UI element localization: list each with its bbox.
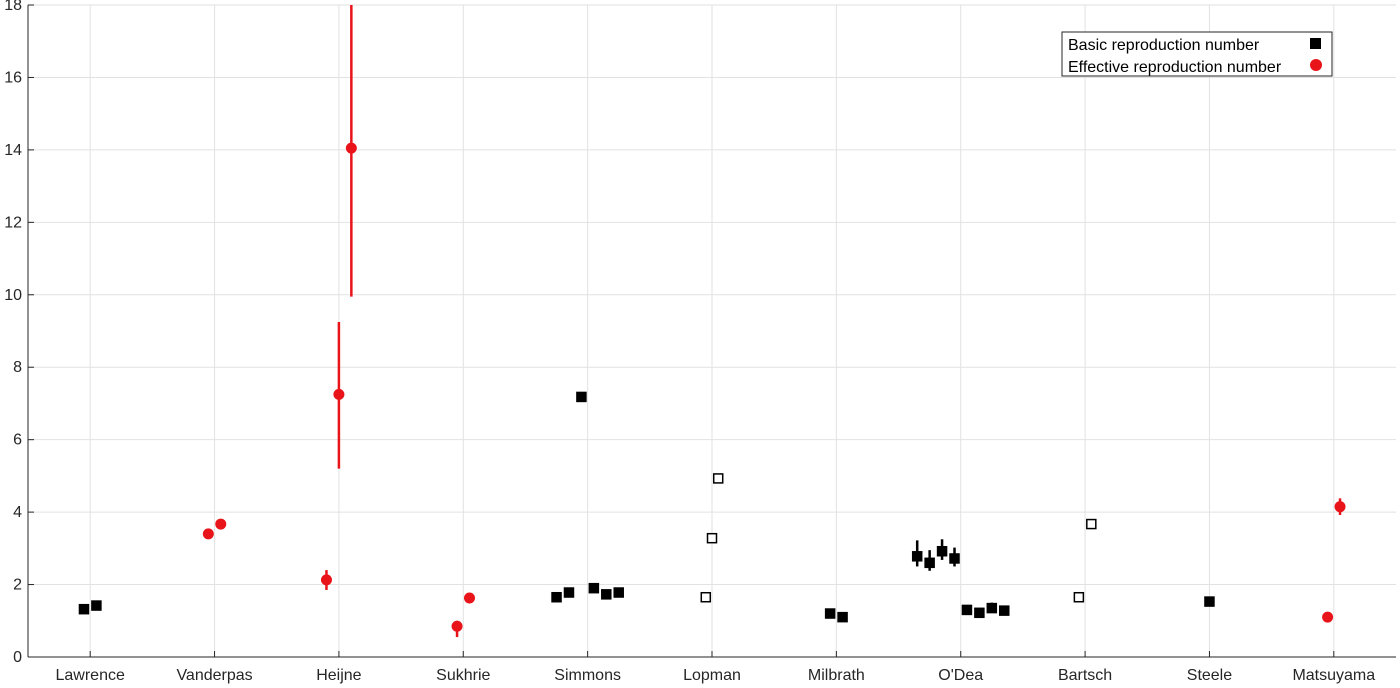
data-point-basic <box>936 545 948 557</box>
y-tick-label: 12 <box>4 214 22 231</box>
data-point-basic <box>78 603 90 615</box>
x-tick-label: Milbrath <box>808 667 865 684</box>
data-point-effective <box>333 388 345 400</box>
data-point-basic <box>999 605 1010 616</box>
y-tick-label: 2 <box>13 577 22 594</box>
x-tick-label: Steele <box>1187 667 1232 684</box>
y-tick-labels: 0 2 4 6 8 10 12 14 16 18 <box>4 0 22 666</box>
x-tick-label: Vanderpas <box>176 667 252 684</box>
data-point-basic <box>911 551 923 562</box>
y-tick-label: 6 <box>13 432 22 449</box>
y-tick-label: 8 <box>13 359 22 376</box>
x-tick-label: Lawrence <box>55 667 124 684</box>
data-point-effective <box>215 518 227 530</box>
legend-marker-square <box>1310 38 1321 49</box>
data-point-basic <box>1073 591 1085 603</box>
grid-lines <box>28 4 1396 658</box>
data-point-basic <box>613 587 624 598</box>
legend-box <box>1061 31 1333 77</box>
legend-label-basic: Basic reproduction number <box>1068 37 1260 54</box>
x-tick-label: Lopman <box>683 667 741 684</box>
x-tick-label: Sukhrie <box>436 667 490 684</box>
data-point-basic <box>974 607 985 619</box>
y-tick-label: 16 <box>4 69 22 86</box>
legend-label-effective: Effective reproduction number <box>1068 59 1282 76</box>
data-point-basic <box>706 532 718 544</box>
x-tick-labels: Lawrence Vanderpas Heijne Sukhrie Simmons Lop… <box>55 667 1375 684</box>
data-point-effective <box>451 620 463 632</box>
data-point-basic <box>91 600 102 611</box>
data-markers <box>78 142 1346 632</box>
x-tick-label: Heijne <box>316 667 361 684</box>
data-point-basic <box>712 473 724 484</box>
data-point-basic <box>1086 518 1097 530</box>
y-tick-label: 18 <box>4 0 22 14</box>
y-tick-label: 10 <box>4 287 22 304</box>
x-tick-label: O'Dea <box>938 667 983 684</box>
data-point-basic <box>986 602 998 614</box>
y-tick-label: 14 <box>4 142 22 159</box>
data-point-effective <box>345 142 357 154</box>
data-point-basic <box>551 591 562 603</box>
x-tick-label: Bartsch <box>1058 667 1112 684</box>
data-point-basic <box>949 553 960 564</box>
legend: Basic reproduction number Effective repr… <box>1061 31 1333 77</box>
data-point-basic <box>563 587 575 598</box>
data-point-effective <box>463 592 475 604</box>
data-point-basic <box>924 557 935 569</box>
y-tick-label: 0 <box>13 649 22 666</box>
data-point-basic <box>824 608 836 619</box>
data-point-basic <box>961 604 973 616</box>
data-point-basic <box>588 582 600 594</box>
data-point-basic <box>837 611 848 623</box>
data-point-basic <box>700 591 712 603</box>
data-point-basic <box>601 589 612 600</box>
data-point-basic <box>576 391 587 403</box>
x-tick-label: Matsuyama <box>1292 667 1375 684</box>
data-point-effective <box>1334 501 1346 513</box>
error-bars <box>325 5 1342 638</box>
data-point-effective <box>1322 611 1334 623</box>
y-tick-label: 4 <box>13 504 22 521</box>
data-point-basic <box>1204 596 1215 607</box>
x-tick-label: Simmons <box>554 667 621 684</box>
data-point-effective <box>202 528 214 540</box>
axes <box>27 4 1396 658</box>
data-point-effective <box>320 574 332 586</box>
legend-marker-circle <box>1310 59 1322 71</box>
